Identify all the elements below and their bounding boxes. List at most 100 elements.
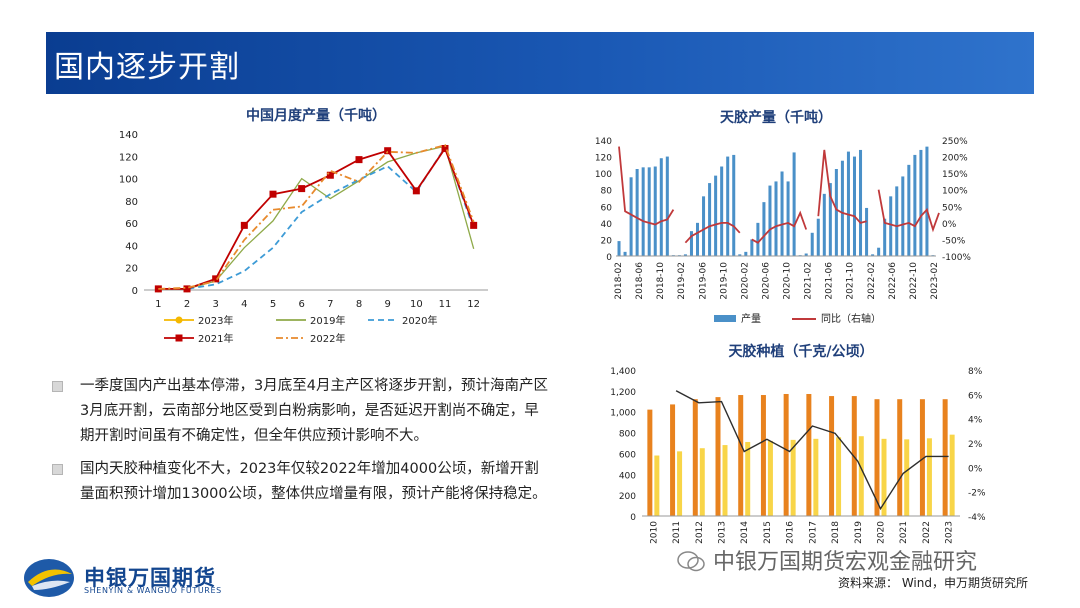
data-point	[384, 147, 392, 155]
y-tick-label: 80	[601, 187, 613, 197]
x-tick-label: 9	[384, 299, 390, 310]
chart-title: 天胶产量（千吨）	[720, 109, 832, 126]
data-point	[212, 275, 220, 283]
bar	[871, 254, 875, 256]
bar	[760, 395, 766, 516]
series-line	[158, 145, 475, 290]
bar	[907, 164, 911, 256]
bar	[654, 455, 660, 516]
x-tick-label: 2010	[649, 521, 659, 544]
y2-tick-label: -2%	[968, 489, 986, 499]
y-tick-label: 200	[619, 492, 636, 502]
y-tick-label: 20	[125, 264, 138, 275]
bar	[810, 232, 814, 256]
bar	[708, 183, 712, 256]
bar	[750, 239, 754, 256]
bar	[926, 438, 932, 516]
title-banner: 国内逐步开割	[46, 32, 1034, 94]
y-tick-label: 1,000	[610, 409, 636, 419]
series-line	[877, 189, 940, 233]
legend-marker	[175, 316, 183, 324]
y-tick-label: 1,200	[610, 388, 636, 398]
bar	[702, 196, 706, 256]
bar	[828, 183, 832, 256]
bar	[942, 399, 948, 516]
y2-tick-label: -50%	[942, 236, 966, 246]
x-tick-label: 2015	[763, 521, 773, 544]
company-logo: 申银万国期货 SHENYIN & WANGUO FUTURES	[22, 556, 262, 600]
y-tick-label: 120	[595, 154, 612, 164]
bar	[696, 222, 700, 256]
y-tick-label: 0	[132, 286, 138, 297]
y-tick-label: 140	[119, 130, 138, 141]
x-tick-label: 2018-06	[635, 262, 645, 300]
x-tick-label: 12	[467, 299, 480, 310]
data-point	[240, 221, 248, 229]
bar	[692, 399, 698, 516]
series-line	[675, 390, 949, 511]
x-tick-label: 5	[270, 299, 276, 310]
x-tick-label: 2021-06	[825, 262, 835, 300]
bar	[732, 154, 736, 256]
bullet-marker	[52, 381, 63, 392]
x-tick-label: 2020-02	[740, 262, 750, 300]
x-tick-label: 2021-10	[846, 262, 856, 300]
x-tick-label: 2020-10	[783, 262, 793, 300]
y-tick-label: 140	[595, 137, 612, 147]
y2-tick-label: -4%	[968, 513, 986, 523]
bar	[738, 254, 742, 256]
bar	[919, 149, 923, 256]
data-point	[269, 190, 277, 198]
y2-tick-label: 4%	[968, 416, 983, 426]
bar	[883, 218, 887, 256]
bar	[834, 169, 838, 256]
x-tick-label: 2013	[718, 521, 728, 544]
bar	[813, 438, 819, 516]
y-tick-label: 100	[595, 170, 612, 180]
watermark-text: 中银万国期货宏观金融研究	[713, 550, 978, 575]
x-tick-label: 2018-02	[614, 262, 624, 300]
x-tick-label: 3	[212, 299, 218, 310]
natural-rubber-output-chart: 天胶产量（千吨） 0 20 40 60 80 100 120 140 -100% -50% 0% 50%…	[595, 109, 972, 325]
page-title: 国内逐步开割	[54, 50, 240, 85]
x-tick-label: 2022-02	[867, 262, 877, 300]
legend-label: 2023年	[198, 314, 233, 327]
bar	[877, 247, 881, 256]
y-tick-label: 0	[606, 253, 612, 263]
y2-tick-label: 2%	[968, 440, 983, 450]
bar	[780, 171, 784, 256]
bar	[714, 175, 718, 256]
x-tick-label: 2018	[831, 521, 841, 544]
bar	[767, 440, 773, 516]
bar	[895, 186, 899, 256]
y2-tick-label: 0%	[942, 220, 957, 230]
series-line	[618, 146, 675, 226]
bar	[635, 169, 639, 256]
wechat-watermark: 中银万国期货宏观金融研究	[676, 544, 977, 576]
y-tick-label: 400	[619, 471, 636, 481]
bar	[683, 254, 687, 256]
y-tick-label: 60	[125, 219, 138, 230]
x-tick-label: 2019-02	[677, 262, 687, 300]
bar	[647, 409, 653, 516]
x-tick-label: 11	[439, 299, 452, 310]
x-tick-label: 2019-06	[698, 262, 708, 300]
bar	[874, 399, 880, 516]
data-point	[470, 221, 478, 229]
bar	[804, 253, 808, 256]
x-tick-label: 2011	[672, 521, 682, 544]
legend-marker	[175, 334, 183, 342]
x-tick-label: 2012	[695, 521, 705, 544]
y-tick-label: 20	[601, 236, 613, 246]
legend-label: 2019年	[310, 314, 345, 327]
bar	[852, 156, 856, 256]
y2-tick-label: 200%	[942, 154, 968, 164]
x-tick-label: 2014	[740, 521, 750, 544]
x-tick-label: 2	[184, 299, 190, 310]
x-tick-label: 10	[410, 299, 423, 310]
bar	[816, 218, 820, 256]
bar	[925, 146, 929, 256]
bar	[670, 404, 676, 516]
bar	[806, 393, 812, 516]
y-tick-label: 120	[119, 152, 138, 163]
